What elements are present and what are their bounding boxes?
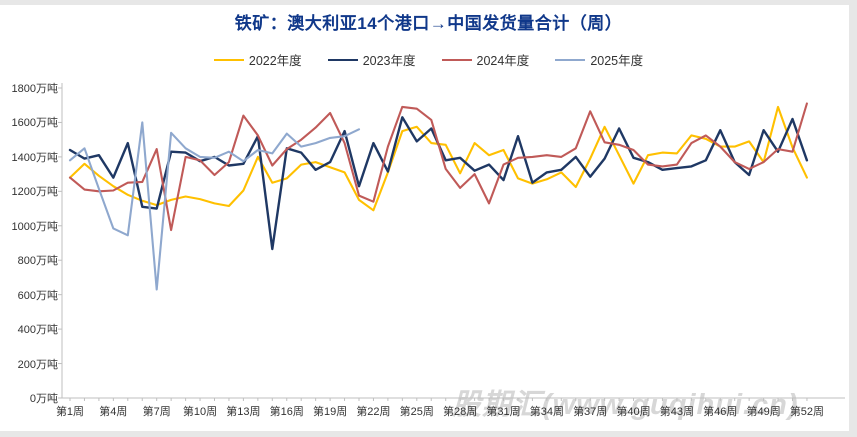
legend-item-2025年度[interactable]: 2025年度	[555, 50, 643, 69]
legend-label: 2024年度	[476, 54, 530, 68]
chart-title: 铁矿：澳大利亚14个港口→中国发货量合计（周）	[234, 14, 623, 33]
x-tick-label: 第13周	[226, 406, 261, 418]
watermark: 股期汇(www.guqihui.cn)	[452, 389, 799, 421]
x-tick-label: 第52周	[789, 406, 825, 418]
y-tick-label: 400万吨	[17, 324, 58, 337]
legend-line-swatch	[555, 58, 586, 61]
y-tick-label: 1800万吨	[11, 83, 58, 95]
x-tick-label: 第19周	[312, 406, 348, 418]
x-tick-label: 第49周	[746, 406, 781, 418]
x-tick-label: 第40周	[616, 406, 651, 418]
legend-label: 2022年度	[248, 54, 302, 68]
series-line-2024年度	[68, 102, 808, 232]
legend-item-2024年度[interactable]: 2024年度	[441, 50, 530, 69]
x-tick-label: 第43周	[659, 406, 695, 418]
x-tick-label: 第10周	[182, 406, 218, 418]
x-tick-label: 第16周	[269, 406, 304, 418]
y-tick-label: 600万吨	[17, 289, 58, 302]
legend-item-2022年度[interactable]: 2022年度	[213, 50, 302, 69]
x-tick-label: 第1周	[55, 406, 85, 418]
x-tick-label: 第7周	[142, 406, 171, 418]
legend-line-swatch	[441, 58, 472, 61]
y-tick-label: 0万吨	[29, 393, 58, 405]
y-tick-label: 1000万吨	[11, 220, 58, 233]
legend-line-swatch	[213, 58, 244, 61]
y-tick-label: 200万吨	[17, 358, 58, 371]
y-tick-label: 800万吨	[17, 255, 58, 268]
legend-line-swatch	[327, 58, 358, 61]
x-tick-label: 第25周	[399, 406, 434, 418]
y-tick-label: 1200万吨	[11, 186, 58, 199]
legend: 2022年度 2023年度 2024年度 2025年度	[0, 50, 857, 69]
series-line-2025年度	[68, 121, 361, 291]
legend-label: 2023年度	[362, 54, 416, 68]
legend-label: 2025年度	[590, 54, 644, 68]
x-tick-label: 第46周	[703, 406, 738, 418]
x-tick-label: 第4周	[99, 406, 128, 418]
x-tick-label: 第31周	[486, 406, 521, 418]
y-tick-label: 1600万吨	[11, 117, 58, 130]
x-tick-label: 第37周	[573, 406, 608, 418]
x-tick-label: 第22周	[356, 406, 391, 418]
y-tick-label: 1400万吨	[11, 151, 58, 164]
x-tick-label: 第28周	[443, 406, 478, 418]
x-tick-label: 第34周	[529, 406, 564, 418]
chart-canvas	[0, 5, 849, 431]
legend-item-2023年度[interactable]: 2023年度	[327, 50, 416, 69]
